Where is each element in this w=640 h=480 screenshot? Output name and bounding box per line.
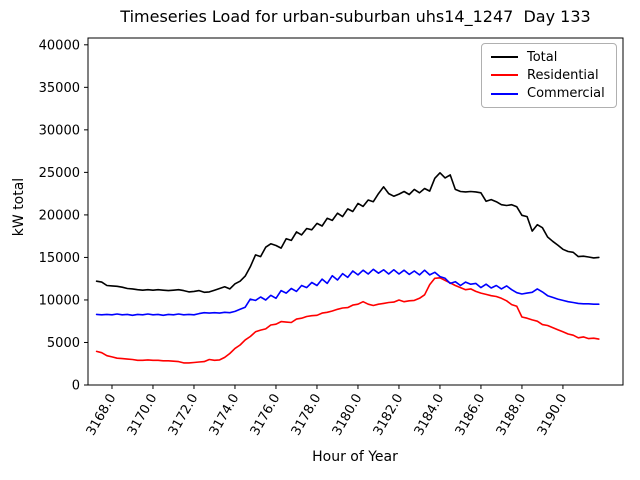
x-tick-label: 3190.0 <box>535 392 571 439</box>
y-axis-label: kW total <box>11 177 27 237</box>
y-tick-label: 35000 <box>39 81 80 96</box>
y-tick-label: 40000 <box>39 38 80 53</box>
x-tick-label: 3174.0 <box>207 392 243 439</box>
y-tick-label: 25000 <box>39 166 80 181</box>
legend-item-residential: Residential <box>491 68 607 83</box>
legend-label-residential: Residential <box>527 67 599 83</box>
y-tick-label: 10000 <box>39 293 80 308</box>
x-tick-label: 3184.0 <box>412 392 448 439</box>
legend: Total Residential Commercial <box>481 43 617 108</box>
x-tick-label: 3180.0 <box>330 392 366 439</box>
legend-item-commercial: Commercial <box>491 86 607 101</box>
x-tick-label: 3176.0 <box>248 392 284 439</box>
x-tick-label: 3170.0 <box>125 392 161 439</box>
legend-line-total-icon <box>491 56 518 59</box>
chart-title: Timeseries Load for urban-suburban uhs14… <box>120 7 591 26</box>
y-tick-label: 0 <box>72 379 80 394</box>
axes-frame <box>87 37 624 386</box>
series-line-residential <box>95 276 600 364</box>
x-tick-label: 3188.0 <box>494 392 530 439</box>
x-tick-label: 3168.0 <box>84 392 120 439</box>
x-tick-label: 3172.0 <box>166 392 202 439</box>
legend-line-residential-icon <box>491 74 518 77</box>
legend-item-total: Total <box>491 50 607 65</box>
legend-label-commercial: Commercial <box>527 86 605 102</box>
series-line-commercial <box>95 268 600 317</box>
legend-line-commercial-icon <box>491 92 518 95</box>
x-tick-label: 3186.0 <box>453 392 489 439</box>
y-tick-label: 20000 <box>39 208 80 223</box>
legend-label-total: Total <box>527 49 558 65</box>
y-tick-label: 5000 <box>47 336 80 351</box>
x-tick-label: 3182.0 <box>371 392 407 439</box>
x-axis-label: Hour of Year <box>312 449 398 465</box>
series-line-total <box>95 172 600 294</box>
y-tick-label: 15000 <box>39 251 80 266</box>
x-tick-label: 3178.0 <box>289 392 325 439</box>
y-tick-label: 30000 <box>39 123 80 138</box>
